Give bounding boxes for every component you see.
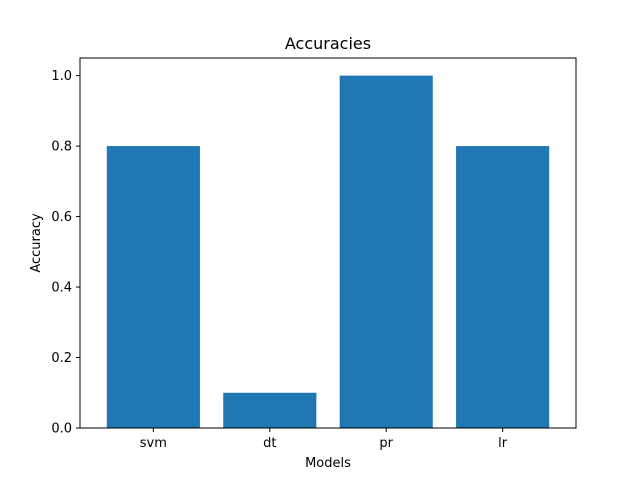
bar-svm (106, 146, 200, 428)
bar-pr (339, 75, 433, 428)
x-tick-label-dt: dt (263, 436, 276, 451)
y-tick-label-0: 0.0 (51, 422, 72, 437)
x-tick-label-pr: pr (379, 436, 393, 451)
plot-frame (79, 57, 577, 429)
bars-layer (106, 75, 550, 428)
x-tick-label-svm: svm (140, 436, 167, 451)
y-axis-label: Accuracy (29, 213, 44, 273)
x-axis: svm dt pr lr (140, 428, 508, 451)
y-tick-label-3: 0.6 (51, 210, 72, 225)
y-tick-label-1: 0.2 (51, 351, 72, 366)
y-tick-label-5: 1.0 (51, 69, 72, 84)
y-tick-label-4: 0.8 (51, 140, 72, 155)
bar-dt (223, 392, 317, 428)
chart-title: Accuracies (285, 34, 371, 53)
bar-lr (456, 146, 550, 428)
x-axis-label: Models (305, 456, 351, 471)
y-tick-label-2: 0.4 (51, 281, 72, 296)
y-axis: 0.0 0.2 0.4 0.6 0.8 1.0 (51, 69, 80, 437)
x-tick-label-lr: lr (498, 436, 508, 451)
